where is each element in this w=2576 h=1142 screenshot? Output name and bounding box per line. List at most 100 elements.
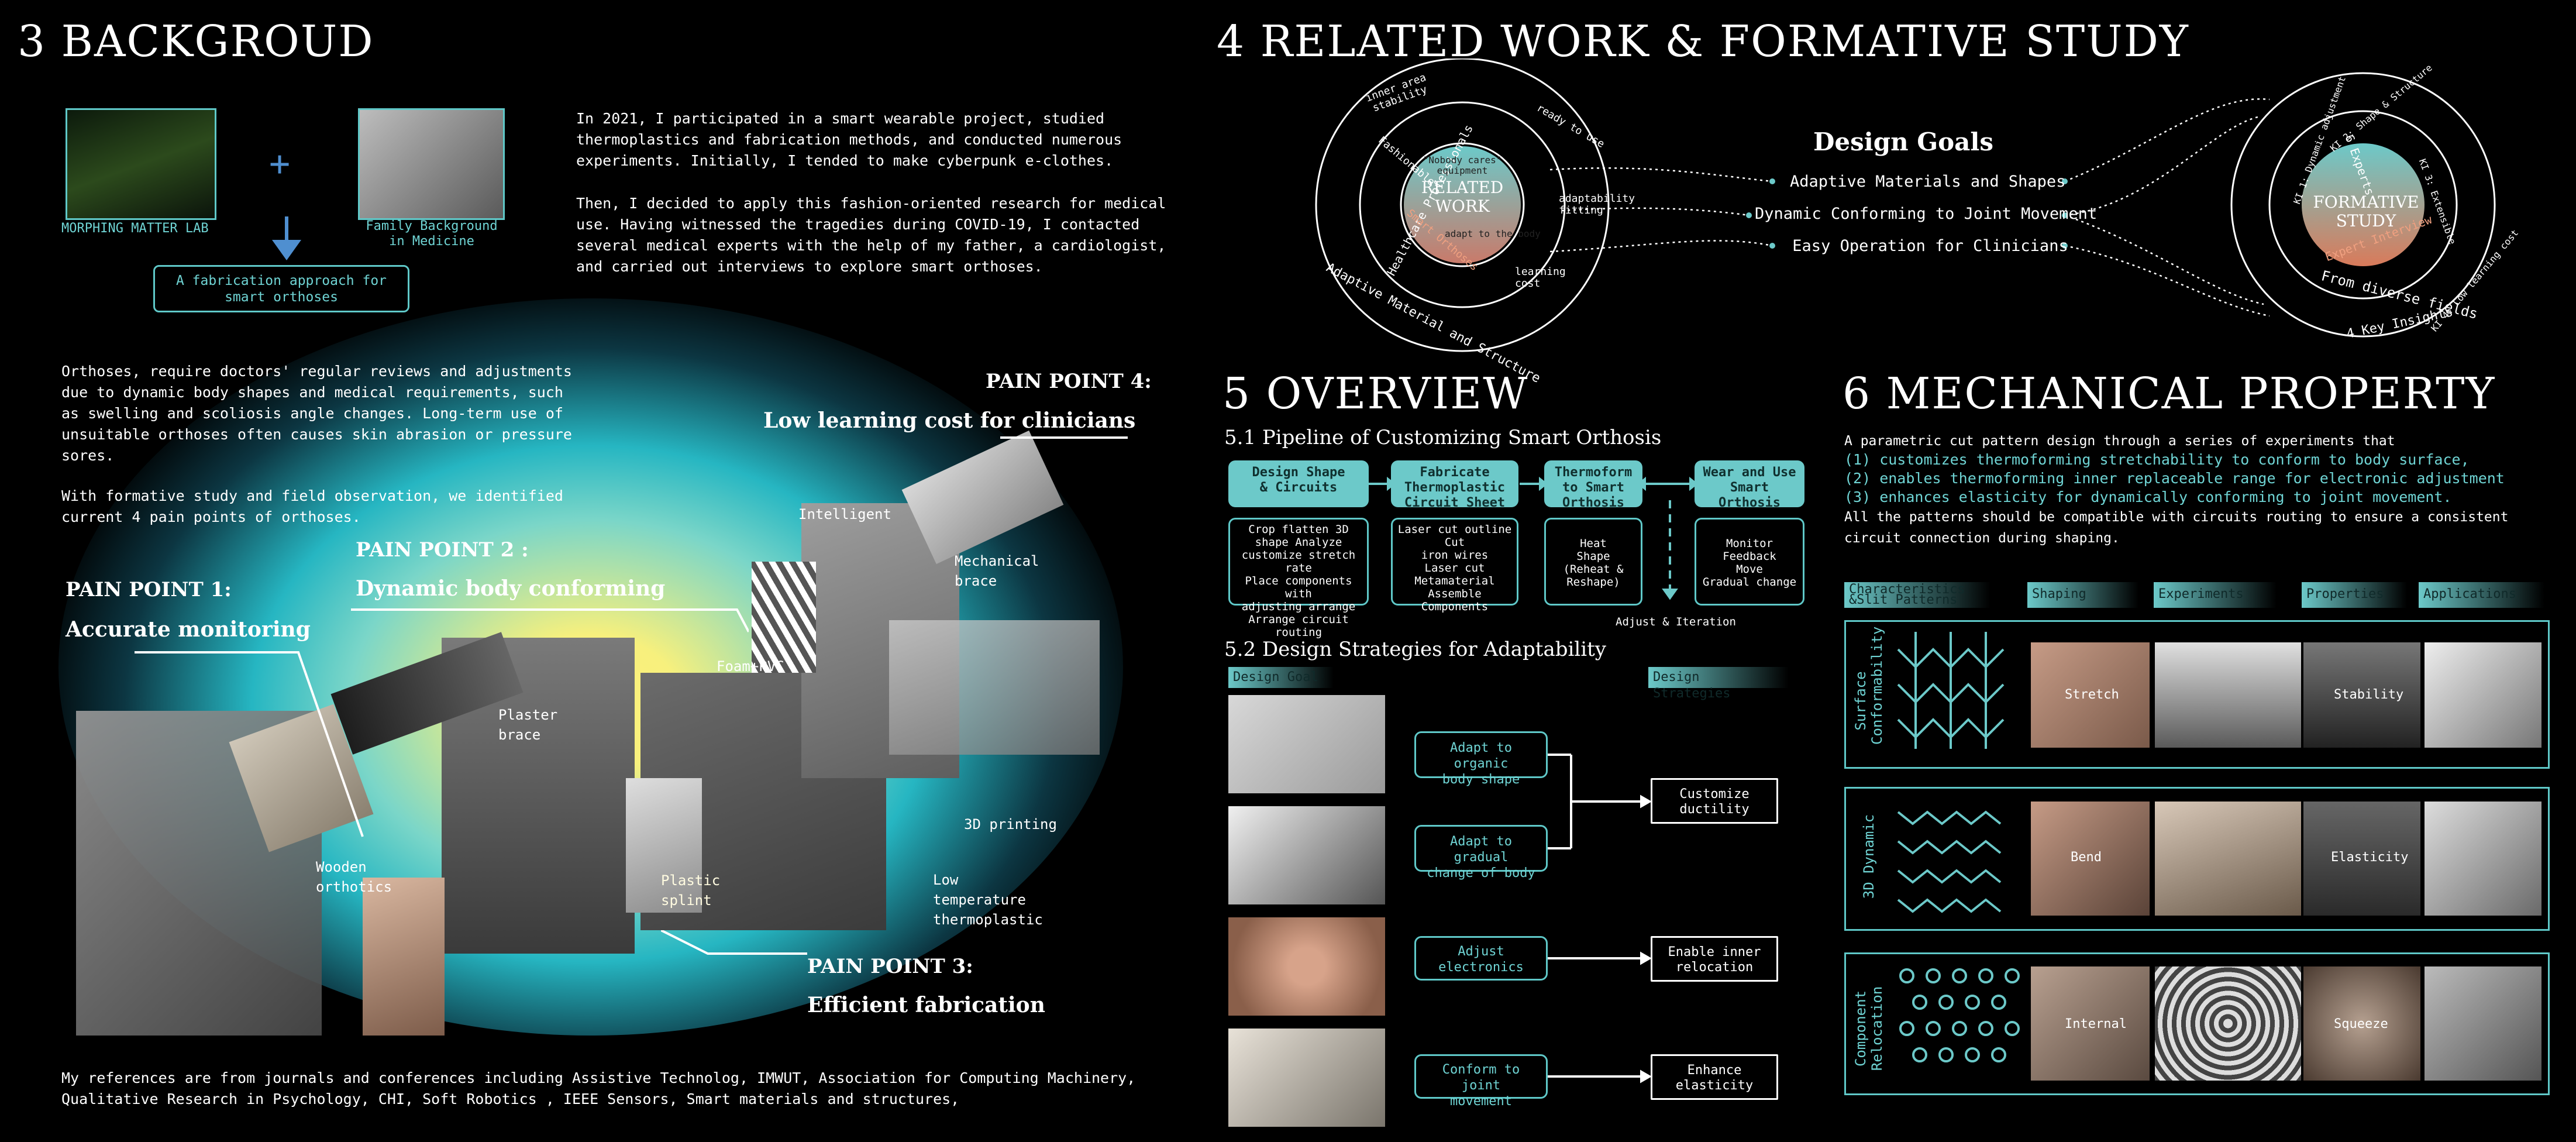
section4-title: 4 RELATED WORK & FORMATIVE STUDY [1217,16,2189,67]
left-small-label-5: adaptability fitting [1559,192,1635,216]
mechanical-point-3: (3) enhances elasticity for dynamically … [1844,489,2452,505]
pipeline-step-4: Wear and Use Smart Orthosis [1695,460,1804,510]
design-goal-1: Adaptive Materials and Shapes [1790,173,2066,191]
references-text: My references are from journals and conf… [61,1069,1136,1107]
pipeline-step-3: Thermoform to Smart Orthosis [1544,460,1642,510]
experiment-image-surface [2155,642,2301,748]
design-goal-tag: Design Goal [1228,667,1334,688]
3d-printing-label: 3D printing [964,816,1057,833]
pipeline-step-1: Design Shape & Circuits [1228,460,1369,507]
pain-point-2-text: Dynamic body conforming [356,576,666,601]
left-small-label-6: "Nobody cares" equipment [1423,154,1502,176]
family-background-label: Family Background in Medicine [366,219,498,249]
intelligent-label: Intelligent [798,506,891,522]
property-row-component [1844,952,2550,1095]
pain-point-3-text: Efficient fabrication [807,993,1045,1017]
pain-point-2-title: PAIN POINT 2 : [356,538,529,562]
design-goals-title: Design Goals [1813,128,1993,156]
goal-box-4: Conform to joint movement [1414,1054,1548,1109]
foam-pvc-image [752,562,816,673]
goal-image-2 [1228,806,1385,904]
strategy-box-2: Enable inner relocation [1651,936,1778,982]
header-applications: Applications [2419,582,2544,608]
design-goal-3: Easy Operation for Clinicians [1792,237,2068,255]
morphing-lab-label: MORPHING MATTER LAB [61,221,209,236]
plastic-splint-image [626,778,702,913]
pain-point-1-title: PAIN POINT 1: [66,578,232,601]
shaping-label-component: Internal [2065,1017,2127,1031]
plastic-splint-label: Plastic splint [661,872,721,909]
design-strategies-tag: Design Strategies [1648,667,1789,701]
design-goal-2: Dynamic Conforming to Joint Movement [1755,205,2098,223]
shaping-image-component [2031,966,2150,1081]
shaping-label-3d-dynamic: Bend [2071,850,2102,865]
header-experiments: Experiments [2154,582,2277,608]
row-name-component: Component Relocation [1852,986,1885,1071]
row-name-surface: Surface Conformability [1852,626,1885,745]
low-temp-thermoplastic-label: Low temperature thermoplastic [933,872,1043,928]
mechanical-brace-label: Mechanical brace [955,553,1039,589]
goal-box-2: Adapt to gradual change of body [1414,825,1548,880]
strategy-box-3: Enhance elasticity [1651,1054,1778,1100]
related-formative-diagram [1315,59,2496,352]
mechanical-point-1: (1) customizes thermoforming stretchabil… [1844,451,2470,468]
strategy-connectors [1548,754,1652,1083]
experiment-image-3d-dynamic [2155,802,2301,916]
shaping-image-3d-dynamic [2031,802,2150,916]
property-row-surface [1844,620,2550,769]
property-image-component [2303,966,2420,1081]
pain-point-1-text: Accurate monitoring [66,617,311,642]
property-row-3d-dynamic [1844,787,2550,931]
intro-paragraph-2: Then, I decided to apply this fashion-or… [576,195,1166,275]
row-name-3d-dynamic: 3D Dynamic [1861,814,1877,899]
section6-title: 6 MECHANICAL PROPERTY [1843,369,2496,419]
section5-title: 5 OVERVIEW [1222,369,1529,419]
property-image-surface [2303,642,2420,748]
pipeline-detail-4: Monitor Feedback Move Gradual change [1695,518,1804,606]
pipeline-subtitle: 5.1 Pipeline of Customizing Smart Orthos… [1224,426,1662,449]
goal-box-1: Adapt to organic body shape [1414,731,1548,787]
plaster-brace-label: Plaster brace [498,707,558,743]
pain-point-3-pointer [661,930,807,955]
header-characteristics: Characteristics &Slit Patterns [1844,582,1990,608]
shaping-label-surface: Stretch [2065,687,2119,702]
strategy-box-1: Customize ductility [1651,778,1778,824]
pain-point-4-title: PAIN POINT 4: [986,370,1152,393]
3d-printing-image [889,620,1100,755]
pipeline-detail-3: Heat Shape (Reheat & Reshape) [1544,518,1642,606]
slit-pattern-3d-dynamic [1897,810,2002,913]
orthoses-paragraph: Orthoses, require doctors' regular revie… [61,363,572,464]
left-small-label-4: learning cost [1515,266,1566,290]
plus-icon: + [269,143,291,184]
morphing-lab-image [66,108,216,220]
application-image-surface [2425,642,2541,748]
property-image-3d-dynamic [2303,802,2420,916]
goal-image-3 [1228,917,1385,1016]
header-properties: Properties [2302,582,2407,608]
goal-image-1 [1228,695,1385,793]
pipeline-arrows [1369,476,1699,600]
left-small-label-7: adapt to the body [1445,228,1541,239]
property-label-surface: Stability [2334,687,2404,702]
mechanical-intro: A parametric cut pattern design through … [1844,434,2395,449]
property-label-component: Squeeze [2334,1017,2388,1031]
wooden-orthotics-label: Wooden orthotics [316,859,392,895]
pain-points-intro: With formative study and field observati… [61,487,563,525]
pain-point-3-title: PAIN POINT 3: [807,955,973,978]
mechanical-point-2: (2) enables thermoforming inner replacea… [1844,470,2505,487]
application-image-3d-dynamic [2425,802,2541,916]
pain-point-2-pointer [351,608,749,632]
pain-point-1-pointer [135,651,364,837]
adjust-iteration-label: Adjust & Iteration [1616,615,1736,628]
section3-title: 3 BACKGROUD [18,16,374,67]
pain-point-4-text: Low learning cost for clinicians [763,408,1136,433]
related-work-center: RELATED WORK [1421,178,1504,216]
slit-pattern-component [1899,968,2020,1062]
shaping-image-surface [2031,642,2150,748]
family-medicine-image [358,108,505,220]
pipeline-detail-2: Laser cut outline Cut iron wires Laser c… [1391,518,1518,613]
goal-image-4 [1228,1029,1385,1127]
intro-paragraph-1: In 2021, I participated in a smart weara… [576,110,1122,169]
header-shaping: Shaping [2027,582,2138,608]
pain-point-4-underline [1000,436,1128,439]
